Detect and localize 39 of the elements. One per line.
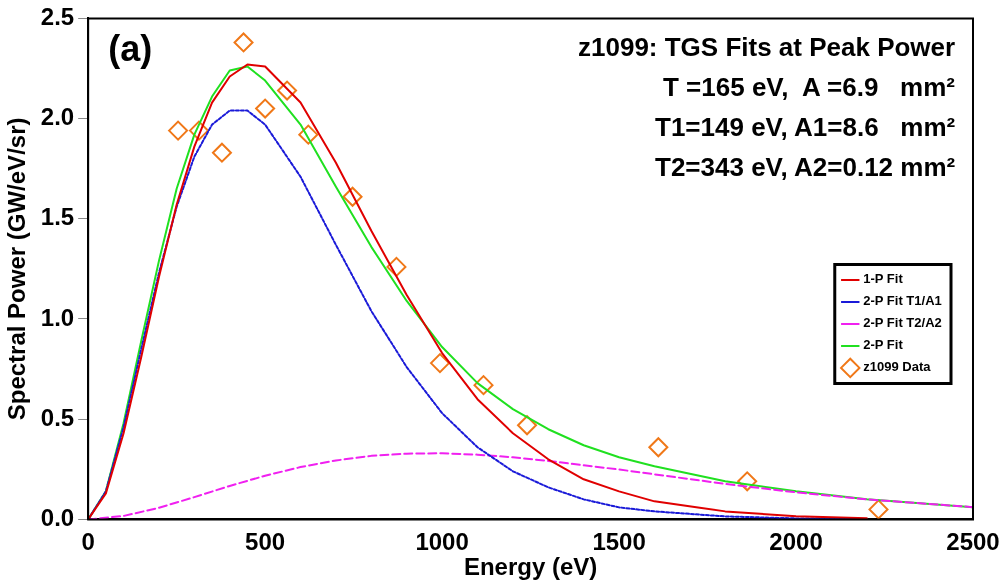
legend-label: 2-P Fit: [863, 337, 904, 353]
x-tick-label: 2000: [769, 528, 823, 556]
y-tick-label: 1.5: [40, 203, 75, 231]
y-axis-title: Spectral Power (GW/eV/sr): [3, 117, 31, 421]
point: [233, 32, 254, 53]
point: [255, 98, 276, 119]
text: z1099: TGS Fits at Peak Power: [578, 32, 956, 64]
point: [342, 186, 363, 207]
y-tick-label: 0.0: [40, 504, 75, 532]
point: [277, 80, 298, 101]
x-tick-label: 0: [81, 528, 95, 556]
point: [298, 124, 319, 145]
x-tick-label: 1000: [415, 528, 469, 556]
x-axis-title: Energy (eV): [463, 553, 598, 581]
y-tick-label: 0.5: [40, 403, 75, 431]
y-tick-label: 2.0: [40, 103, 75, 131]
annotation: T2=343 eV, A2=0.12 mm²: [655, 152, 956, 184]
x-tick-label: 1500: [592, 528, 646, 556]
x-tick-label: 500: [245, 528, 286, 556]
point: [517, 415, 538, 436]
point: [429, 353, 450, 374]
point: [473, 375, 494, 396]
point: [868, 499, 889, 520]
annotation: T1=149 eV, A1=8.6 mm²: [655, 112, 956, 144]
legend-label: 1-P Fit: [863, 271, 904, 287]
annotation: T =165 eV, A =6.9 mm²: [663, 72, 955, 104]
legend-label: 2-P Fit T1/A1: [863, 293, 942, 309]
point: [168, 120, 189, 141]
legend-label: z1099 Data: [863, 359, 932, 375]
point: [648, 437, 669, 458]
point: [737, 471, 758, 492]
y-tick-label: 2.5: [40, 3, 75, 31]
y-tick-label: 1.0: [40, 303, 75, 331]
annotation: (a): [108, 28, 153, 71]
point: [188, 120, 209, 141]
point: [211, 142, 232, 163]
legend-label: 2-P Fit T2/A2: [863, 315, 942, 331]
point: [386, 256, 407, 277]
x-tick-label: 2500: [946, 528, 1000, 556]
